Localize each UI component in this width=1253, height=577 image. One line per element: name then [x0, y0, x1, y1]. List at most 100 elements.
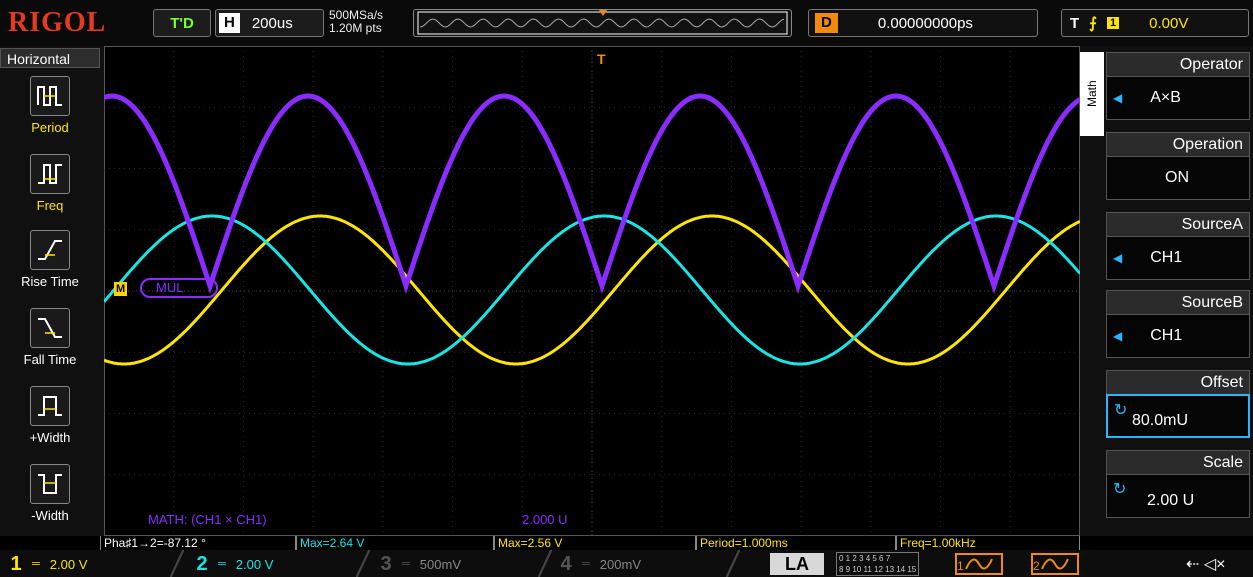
negative-width-label: -Width	[31, 508, 69, 523]
waveform-display: T M MUL T MATH: (CH1 × CH1) 2.000 U	[104, 46, 1100, 536]
trigger-key: T	[1070, 14, 1080, 32]
channel-scale: 2.00 V	[49, 556, 88, 572]
freq-label: Freq	[36, 198, 64, 213]
source-a-softkey[interactable]: SourceA ◀ CH1	[1106, 212, 1250, 280]
scale-value: 2.00 U	[1147, 492, 1195, 509]
positive-width-label: +Width	[29, 430, 71, 445]
measure-negative-width-button[interactable]: -Width	[0, 464, 100, 523]
channel-number: 2	[196, 552, 208, 575]
selector-arrow-icon: ◀	[1113, 251, 1123, 265]
fall-time-icon	[30, 308, 70, 348]
memory-overview-wave	[417, 10, 788, 35]
horizontal-key: H	[219, 13, 240, 33]
dc-coupling-icon: ═	[218, 558, 226, 570]
channel-scale: 500mV	[419, 556, 461, 572]
memory-depth: 1.20M pts	[329, 21, 382, 35]
math-2-button[interactable]: 2	[1031, 553, 1079, 575]
rise-time-label: Rise Time	[21, 274, 79, 289]
math-expression: MATH: (CH1 × CH1)	[148, 512, 267, 527]
channel-1-button[interactable]: 1 ═ 2.00 V	[6, 553, 87, 575]
trigger-position-marker[interactable]: T	[597, 51, 606, 67]
positive-width-icon	[30, 386, 70, 426]
period-icon	[30, 76, 70, 116]
trigger-level: 0.00V	[1149, 14, 1189, 32]
scale-label: Scale	[1106, 450, 1250, 474]
run-status-badge[interactable]: T'D	[153, 9, 211, 37]
channel-number: 4	[560, 552, 572, 575]
rising-edge-icon: ⨍	[1089, 15, 1097, 32]
ch2-trace	[104, 214, 1080, 366]
la-digits-bottom: 8 9 10 11 12 13 14 15	[839, 565, 917, 574]
measure-freq-button[interactable]: Freq	[0, 154, 100, 213]
channel-3-button[interactable]: 3 ═ 500mV	[376, 553, 461, 575]
knob-icon: ↻	[1113, 481, 1127, 498]
measure-period-button[interactable]: Period	[0, 76, 100, 135]
delay-box[interactable]: D 0.00000000ps	[808, 9, 1038, 37]
separator	[726, 550, 740, 577]
channel-number: 1	[10, 552, 22, 575]
separator	[356, 550, 370, 577]
math-offset-marker[interactable]: M	[114, 282, 128, 296]
scale-softkey[interactable]: Scale ↻ 2.00 U	[1106, 450, 1250, 518]
dc-coupling-icon: ═	[32, 558, 40, 570]
speaker-mute-icon: ◁×	[1203, 556, 1226, 573]
trigger-box[interactable]: T ⨍ 1 0.00V	[1061, 9, 1249, 37]
measure-positive-width-button[interactable]: +Width	[0, 386, 100, 445]
menu-title: Horizontal	[0, 48, 100, 68]
offset-label: Offset	[1106, 370, 1250, 394]
acquisition-info: 500MSa/s 1.20M pts	[329, 9, 383, 35]
fall-time-label: Fall Time	[23, 352, 77, 367]
channel-scale: 2.00 V	[235, 556, 274, 572]
channel-4-button[interactable]: 4 ═ 200mV	[556, 553, 641, 575]
source-a-label: SourceA	[1106, 212, 1250, 236]
channel-2-button[interactable]: 2 ═ 2.00 V	[192, 553, 273, 575]
operation-label: Operation	[1106, 132, 1250, 156]
usb-icon: ⇠ ◁×	[1186, 556, 1226, 573]
channel-scale: 200mV	[599, 556, 641, 572]
logic-analyzer-button[interactable]: LA	[770, 553, 824, 575]
timebase-value: 200us	[251, 14, 293, 32]
trigger-source: 1	[1107, 17, 1120, 29]
math-menu-tab[interactable]: Math	[1080, 52, 1104, 136]
rise-time-icon	[30, 230, 70, 270]
operator-label: Operator	[1106, 52, 1250, 76]
operation-value: ON	[1165, 169, 1189, 186]
math-wave-icon	[964, 558, 993, 570]
memory-overview-bar[interactable]	[413, 9, 792, 37]
math-menu: Math Operator ◀ A×B Operation ON SourceA …	[1080, 46, 1253, 536]
frequency-icon	[30, 154, 70, 194]
source-b-value: CH1	[1150, 327, 1183, 344]
offset-softkey[interactable]: Offset ↻ 80.0mU	[1106, 370, 1250, 438]
top-status-bar: RIGOL T'D H 200us 500MSa/s 1.20M pts D 0…	[0, 0, 1253, 46]
operator-softkey[interactable]: Operator ◀ A×B	[1106, 52, 1250, 120]
waveform-graticule	[104, 46, 1080, 536]
math-1-button[interactable]: 1	[955, 553, 1003, 575]
period-label: Period	[31, 120, 69, 135]
separator	[538, 550, 552, 577]
la-digits-top: 0 1 2 3 4 5 6 7	[839, 554, 891, 563]
channel-number: 3	[380, 552, 392, 575]
source-a-value: CH1	[1150, 249, 1183, 266]
sample-rate: 500MSa/s	[329, 8, 384, 22]
offset-value: 80.0mU	[1132, 412, 1189, 429]
timebase-box[interactable]: H 200us	[215, 9, 324, 37]
delay-key: D	[815, 13, 838, 33]
knob-icon: ↻	[1114, 402, 1128, 419]
negative-width-icon	[30, 464, 70, 504]
horizontal-measure-menu: Horizontal Period Freq Rise Time Fall Ti…	[0, 46, 104, 536]
dc-coupling-icon: ═	[402, 558, 410, 570]
delay-value: 0.00000000ps	[877, 14, 973, 32]
source-b-softkey[interactable]: SourceB ◀ CH1	[1106, 290, 1250, 358]
operator-value: A×B	[1150, 89, 1181, 106]
brand-logo: RIGOL	[8, 7, 107, 38]
math-number: 2	[1033, 559, 1040, 573]
measure-rise-time-button[interactable]: Rise Time	[0, 230, 100, 289]
operation-softkey[interactable]: Operation ON	[1106, 132, 1250, 200]
math-trace	[104, 93, 1080, 295]
math-scale-readout: 2.000 U	[522, 512, 568, 527]
separator	[170, 550, 184, 577]
math-number: 1	[957, 559, 964, 573]
la-channel-digits: 0 1 2 3 4 5 6 7 8 9 10 11 12 13 14 15	[836, 552, 920, 576]
math-wave-icon	[1040, 558, 1069, 570]
measure-fall-time-button[interactable]: Fall Time	[0, 308, 100, 367]
